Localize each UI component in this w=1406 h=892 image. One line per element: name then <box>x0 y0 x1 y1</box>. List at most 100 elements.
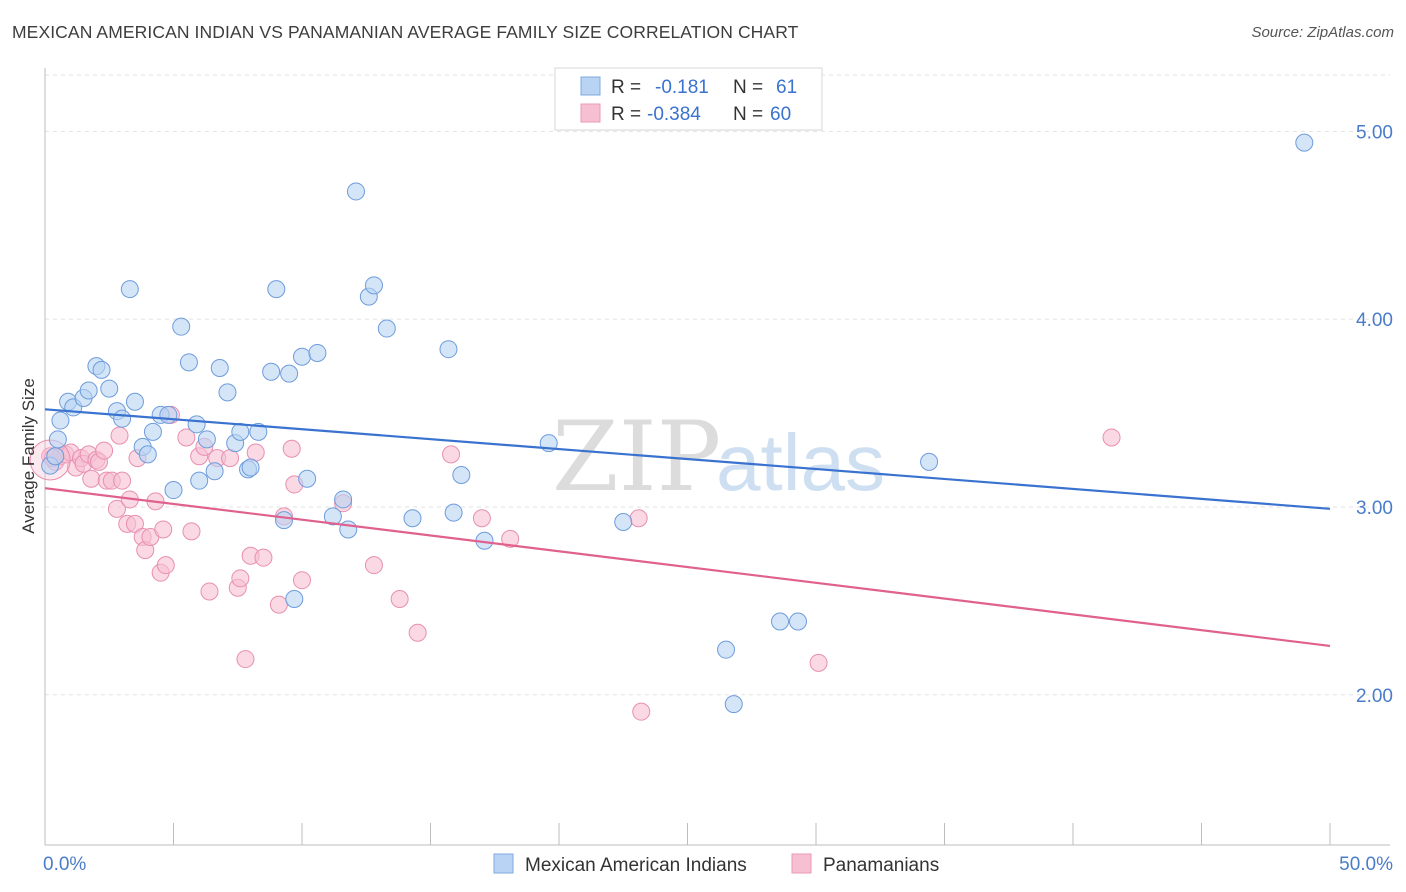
data-point <box>364 276 383 295</box>
data-point <box>197 430 216 449</box>
data-point <box>231 569 250 588</box>
stats-legend-swatch-pink <box>580 103 601 123</box>
data-point <box>120 280 139 299</box>
data-point <box>390 589 409 608</box>
data-point <box>113 471 132 490</box>
data-point <box>323 507 342 526</box>
data-point <box>282 439 301 458</box>
data-point <box>179 353 198 372</box>
series-mexican-american-indians-points <box>41 133 1314 714</box>
data-point <box>439 340 458 359</box>
data-point <box>629 509 648 528</box>
data-point <box>614 512 633 531</box>
stats-r-label-2: R = <box>611 104 641 125</box>
data-point <box>403 509 422 528</box>
data-point <box>51 411 70 430</box>
data-point <box>293 347 311 366</box>
data-point <box>809 653 828 672</box>
data-point <box>46 447 65 466</box>
data-point <box>308 343 327 362</box>
data-point <box>48 430 67 449</box>
stats-n-label-2: N = <box>733 104 763 125</box>
data-point <box>472 509 491 528</box>
y-tick-label: 2.00 <box>1356 686 1393 707</box>
chart-title: MEXICAN AMERICAN INDIAN VS PANAMANIAN AV… <box>12 22 799 42</box>
data-point <box>269 595 288 614</box>
data-point <box>210 358 229 377</box>
data-point <box>452 466 471 485</box>
x-tick-label-min: 0.0% <box>43 854 86 875</box>
data-point <box>190 471 209 490</box>
data-point <box>156 556 175 575</box>
data-point <box>280 364 299 383</box>
data-point <box>236 650 255 669</box>
data-point <box>125 392 144 411</box>
data-point <box>632 702 651 721</box>
data-point <box>442 445 461 464</box>
data-point <box>771 612 790 631</box>
data-point <box>246 443 265 462</box>
data-point <box>285 589 304 608</box>
trend-line-mexican-american-indians <box>44 408 1331 510</box>
watermark-zip: ZIP <box>552 401 721 513</box>
data-point <box>298 469 317 488</box>
legend-swatch-pink <box>791 853 812 874</box>
legend-label-panamanians: Panamanians <box>823 855 939 876</box>
data-point <box>267 280 286 299</box>
stats-n-value-1: 61 <box>776 77 797 98</box>
data-point <box>82 469 101 488</box>
legend-swatch-blue <box>493 853 514 874</box>
data-point <box>221 449 240 468</box>
data-point <box>339 520 358 539</box>
data-point <box>125 514 144 533</box>
data-point <box>110 426 129 445</box>
y-tick-label: 5.00 <box>1356 122 1393 143</box>
y-axis-title: Average Family Size <box>19 378 38 534</box>
data-point <box>79 381 98 400</box>
data-point <box>724 695 743 714</box>
data-point <box>254 548 273 567</box>
data-point <box>218 383 237 402</box>
data-point <box>205 462 224 481</box>
data-point <box>100 379 119 398</box>
source-label: Source: ZipAtlas.com <box>1251 24 1394 41</box>
data-point <box>1295 133 1314 152</box>
data-point <box>138 445 157 464</box>
data-point <box>187 415 206 434</box>
stats-n-value-2: 60 <box>770 104 791 125</box>
data-point <box>501 529 520 548</box>
data-point <box>717 640 736 659</box>
data-point <box>275 511 294 530</box>
data-point <box>346 182 365 201</box>
data-point <box>249 422 268 441</box>
stats-legend: R = -0.181 N = 61 R = -0.384 N = 60 <box>554 67 823 131</box>
data-point <box>113 409 132 428</box>
stats-r-value-2: -0.384 <box>647 104 701 125</box>
tick-labels: 2.00 3.00 4.00 5.00 0.0% 50.0% <box>43 122 1393 875</box>
data-point <box>293 571 311 590</box>
data-point <box>444 503 463 522</box>
data-point <box>92 360 111 379</box>
stats-r-value-1: -0.181 <box>655 77 709 98</box>
trend-lines <box>44 408 1331 648</box>
stats-legend-swatch-blue <box>580 76 601 96</box>
data-point <box>241 458 260 477</box>
data-point <box>107 499 126 518</box>
trend-line-panamanians <box>44 487 1331 648</box>
data-point <box>334 490 353 509</box>
data-point <box>364 556 383 575</box>
data-point <box>920 452 939 471</box>
data-point <box>200 582 219 601</box>
data-point <box>143 422 162 441</box>
grid-lines <box>45 74 1390 696</box>
data-point <box>95 441 114 460</box>
data-point <box>377 319 396 338</box>
x-tick-label-max: 50.0% <box>1339 854 1393 875</box>
data-point <box>164 481 183 500</box>
series-legend: Mexican American Indians Panamanians <box>493 853 939 876</box>
data-point <box>408 623 427 642</box>
data-point <box>154 520 173 539</box>
data-point <box>789 612 808 631</box>
data-point <box>182 522 201 541</box>
